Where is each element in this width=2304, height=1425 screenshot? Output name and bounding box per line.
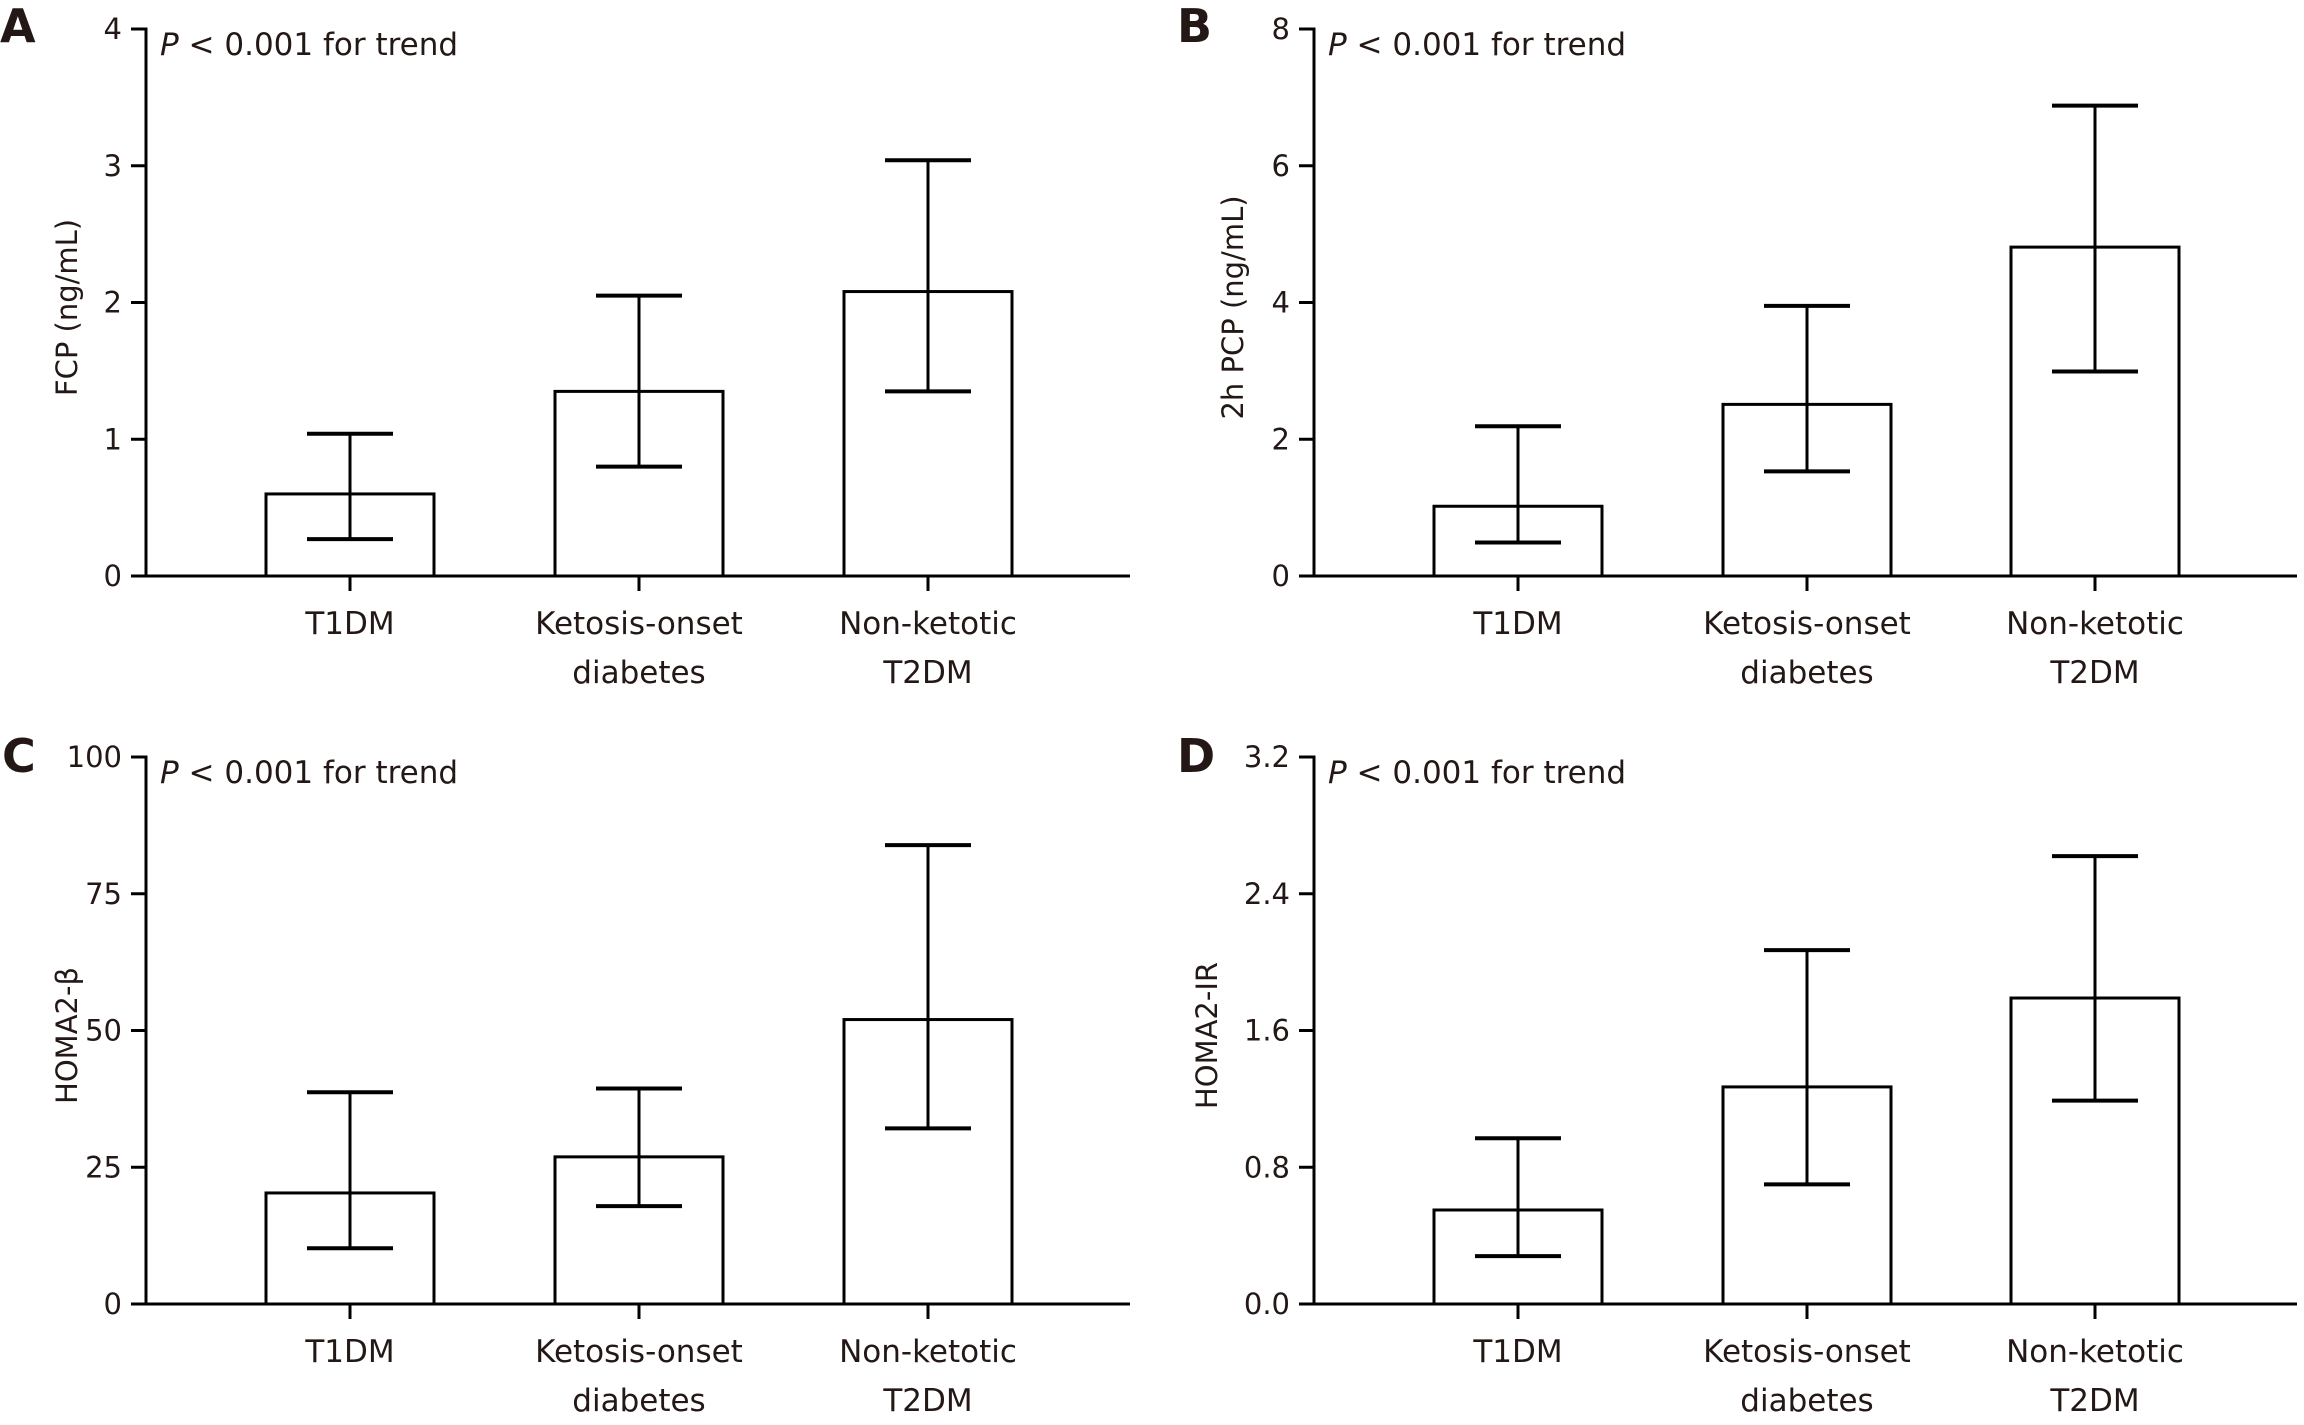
y-axis-label: FCP (ng/mL) bbox=[50, 219, 84, 396]
x-tick-label: diabetes bbox=[1740, 655, 1873, 691]
trend-annotation: P < 0.001 for trend bbox=[160, 755, 458, 791]
trend-annotation: P < 0.001 for trend bbox=[160, 27, 458, 63]
y-tick-label: 1 bbox=[104, 422, 122, 456]
y-tick-label: 2 bbox=[1272, 422, 1290, 456]
x-tick-label: Non-ketotic bbox=[2006, 606, 2184, 642]
x-tick-label: T2DM bbox=[882, 655, 972, 691]
y-tick-label: 2 bbox=[104, 286, 122, 320]
p-symbol: P bbox=[160, 755, 179, 791]
x-tick-label: T1DM bbox=[304, 1334, 394, 1370]
panel-letter: D bbox=[1177, 729, 1215, 783]
x-tick-label: Ketosis-onset bbox=[1703, 1334, 1911, 1370]
panel-letter: B bbox=[1177, 0, 1212, 53]
p-value-text: < 0.001 for trend bbox=[179, 755, 458, 791]
x-tick-label: Non-ketotic bbox=[2006, 1334, 2184, 1370]
y-tick-label: 8 bbox=[1272, 12, 1290, 46]
x-tick-label: diabetes bbox=[572, 1383, 705, 1419]
y-tick-label: 2.4 bbox=[1244, 877, 1290, 911]
y-tick-label: 6 bbox=[1272, 149, 1290, 183]
x-tick-label: diabetes bbox=[572, 655, 705, 691]
p-value-text: < 0.001 for trend bbox=[1347, 755, 1626, 791]
p-value-text: < 0.001 for trend bbox=[179, 27, 458, 63]
x-tick-label: T1DM bbox=[304, 606, 394, 642]
y-tick-label: 0.0 bbox=[1244, 1287, 1290, 1321]
x-tick-label: Ketosis-onset bbox=[535, 606, 743, 642]
y-tick-label: 75 bbox=[85, 877, 122, 911]
p-value-text: < 0.001 for trend bbox=[1347, 27, 1626, 63]
y-axis-label: 2h PCP (ng/mL) bbox=[1216, 195, 1250, 419]
y-tick-label: 100 bbox=[67, 740, 122, 774]
y-tick-label: 4 bbox=[1272, 286, 1290, 320]
x-tick-label: Ketosis-onset bbox=[535, 1334, 743, 1370]
trend-annotation: P < 0.001 for trend bbox=[1328, 27, 1626, 63]
p-symbol: P bbox=[160, 27, 179, 63]
trend-annotation: P < 0.001 for trend bbox=[1328, 755, 1626, 791]
y-tick-label: 3 bbox=[104, 149, 122, 183]
x-tick-label: T2DM bbox=[2049, 655, 2139, 691]
x-tick-label: diabetes bbox=[1740, 1383, 1873, 1419]
y-tick-label: 0 bbox=[1272, 559, 1290, 593]
y-axis-label: HOMA2-IR bbox=[1190, 962, 1224, 1109]
panel-letter: C bbox=[2, 729, 36, 783]
chart-panel-c: C 0 25 50 75 100 HOMA2-β P < 0.001 for trend T1D… bbox=[2, 729, 1130, 1419]
y-tick-label: 3.2 bbox=[1244, 740, 1290, 774]
x-tick-label: Non-ketotic bbox=[839, 1334, 1017, 1370]
x-tick-label: Non-ketotic bbox=[839, 606, 1017, 642]
y-tick-label: 0 bbox=[104, 559, 122, 593]
x-tick-label: T1DM bbox=[1472, 1334, 1562, 1370]
x-tick-label: Ketosis-onset bbox=[1703, 606, 1911, 642]
y-tick-label: 0.8 bbox=[1244, 1150, 1290, 1184]
x-tick-label: T1DM bbox=[1472, 606, 1562, 642]
chart-panel-b: B 0 2 4 6 8 2h PCP (ng/mL) P < 0.001 for trend T… bbox=[1177, 0, 2297, 691]
y-tick-label: 25 bbox=[85, 1150, 122, 1184]
y-tick-label: 0 bbox=[104, 1287, 122, 1321]
chart-panel-d: D 0.0 0.8 1.6 2.4 3.2 HOMA2-IR P < 0.001 for tr… bbox=[1177, 729, 2297, 1419]
y-tick-label: 1.6 bbox=[1244, 1014, 1290, 1048]
y-tick-label: 4 bbox=[104, 12, 122, 46]
panel-letter: A bbox=[0, 0, 36, 53]
p-symbol: P bbox=[1328, 755, 1347, 791]
y-tick-label: 50 bbox=[85, 1014, 122, 1048]
y-axis-label: HOMA2-β bbox=[50, 967, 84, 1104]
x-tick-label: T2DM bbox=[2049, 1383, 2139, 1419]
chart-panel-a: A 0 1 2 3 4 FCP (ng/mL) P < 0.001 for trend T1DM… bbox=[0, 0, 1130, 691]
x-tick-label: T2DM bbox=[882, 1383, 972, 1419]
p-symbol: P bbox=[1328, 27, 1347, 63]
